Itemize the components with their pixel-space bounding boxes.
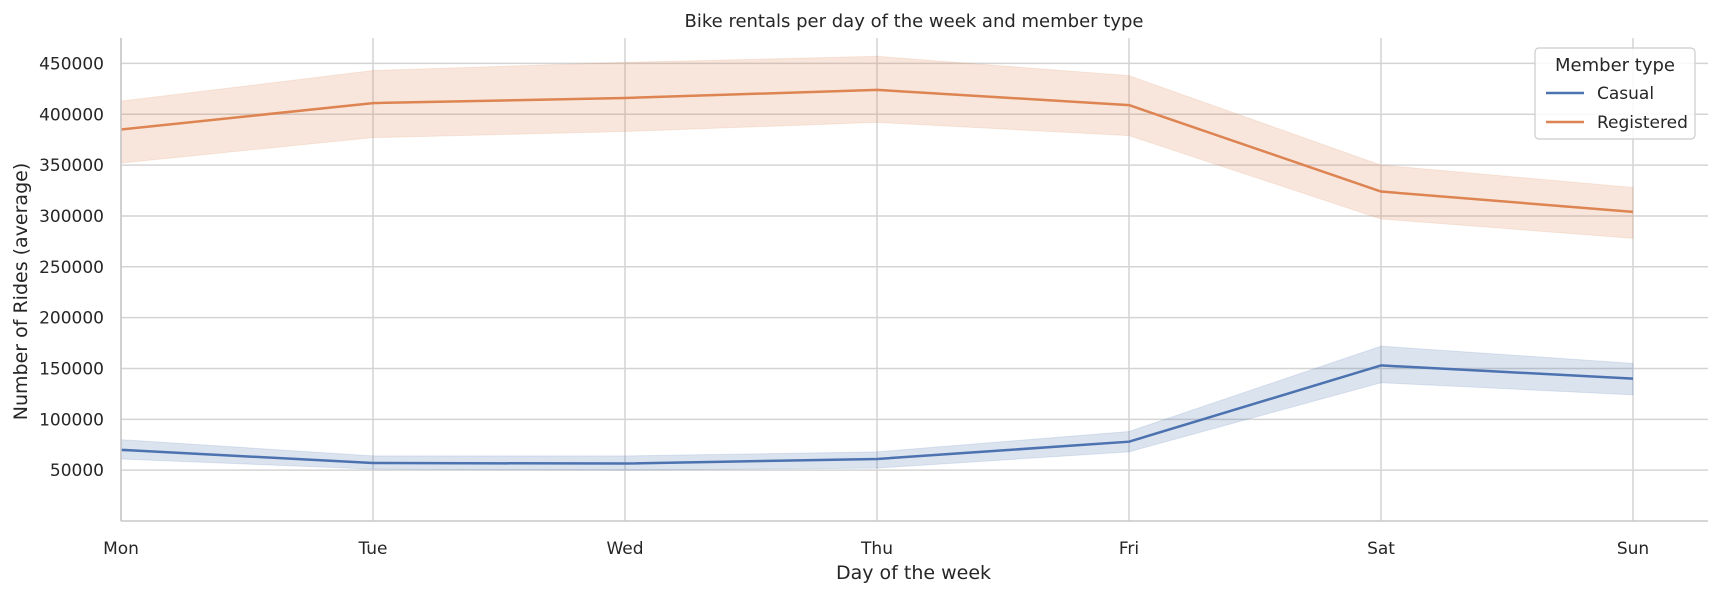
x-tick-label: Tue	[357, 539, 387, 559]
y-tick-label: 50000	[50, 461, 104, 481]
legend-label: Registered	[1597, 113, 1688, 133]
legend-frame	[1534, 47, 1696, 140]
y-tick-label: 350000	[39, 156, 104, 176]
series-line-registered	[120, 88, 1634, 214]
y-tick-label: 100000	[39, 410, 104, 430]
y-tick-label: 300000	[39, 207, 104, 227]
legend-title: Member type	[1555, 55, 1675, 76]
x-tick-label: Fri	[1119, 539, 1139, 559]
tick-labels: 50000 100000 150000 200000 250000 300000 35000…	[39, 54, 1649, 559]
x-tick-label: Wed	[606, 539, 643, 559]
y-tick-label: 200000	[39, 309, 104, 329]
y-axis-title: Number of Rides (average)	[10, 163, 32, 421]
y-tick-label: 400000	[39, 105, 104, 125]
legend: Member type Casual Registered	[1534, 47, 1696, 140]
series-line-casual	[120, 364, 1634, 465]
x-tick-label: Mon	[103, 539, 139, 559]
axes	[120, 38, 1708, 522]
series-lines	[120, 88, 1634, 465]
legend-items: Casual Registered	[1546, 84, 1688, 133]
x-axis-title: Day of the week	[836, 562, 991, 584]
x-tick-label: Thu	[860, 539, 893, 559]
ci-band-registered	[120, 55, 1634, 239]
chart-title: Bike rentals per day of the week and mem…	[685, 11, 1144, 32]
y-tick-label: 450000	[39, 54, 104, 74]
legend-label: Casual	[1597, 84, 1654, 104]
x-tick-label: Sun	[1617, 539, 1649, 559]
y-tick-label: 150000	[39, 359, 104, 379]
x-tick-label: Sat	[1367, 539, 1395, 559]
y-tick-label: 250000	[39, 258, 104, 278]
